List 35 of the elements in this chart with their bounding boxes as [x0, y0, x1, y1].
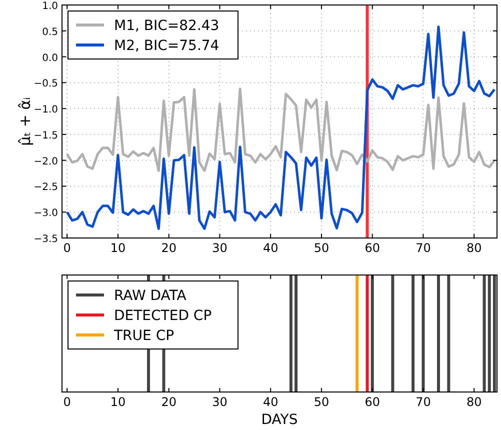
x-tick-label: 10 — [110, 241, 126, 255]
x-tick-label: 50 — [314, 241, 330, 255]
x-tick-label: 40 — [262, 241, 278, 255]
y-tick-label: −3.5 — [34, 234, 58, 245]
legend-label: TRUE CP — [113, 328, 174, 344]
x-tick-label: 30 — [212, 395, 228, 409]
legend-label: M2, BIC=75.74 — [114, 38, 220, 54]
x-tick-label: 40 — [262, 395, 278, 409]
x-tick-label: 0 — [63, 395, 71, 409]
x-axis-title: DAYS — [261, 412, 298, 428]
x-tick-label: 10 — [110, 395, 126, 409]
x-tick-label: 80 — [466, 241, 482, 255]
x-tick-label: 70 — [416, 395, 431, 409]
x-tick-label: 20 — [161, 395, 176, 409]
legend-label: M1, BIC=82.43 — [114, 18, 220, 34]
x-tick-label: 50 — [314, 395, 330, 409]
y-tick-label: −2.0 — [34, 156, 58, 168]
y-tick-label: −2.5 — [34, 182, 58, 194]
x-tick-label: 0 — [63, 241, 71, 255]
x-tick-label: 20 — [161, 241, 176, 255]
y-tick-label: −0.5 — [34, 78, 58, 90]
y-tick-label: 0.0 — [42, 52, 58, 64]
x-tick-label: 80 — [466, 395, 482, 409]
y-tick-label: 1.0 — [42, 1, 58, 12]
x-tick-label: 70 — [416, 241, 431, 255]
x-tick-label: 30 — [212, 241, 228, 255]
y-tick-label: −3.0 — [34, 208, 58, 220]
legend-label: RAW DATA — [114, 288, 187, 304]
y-tick-label: 0.5 — [42, 26, 58, 38]
y-tick-label: −1.5 — [34, 130, 58, 142]
y-axis-title: μ̂ₜ + α̂ᵢ — [16, 97, 34, 146]
x-tick-label: 60 — [364, 395, 380, 409]
legend-label: DETECTED CP — [114, 308, 212, 324]
y-tick-label: −1.0 — [34, 104, 58, 116]
x-tick-label: 60 — [364, 241, 380, 255]
